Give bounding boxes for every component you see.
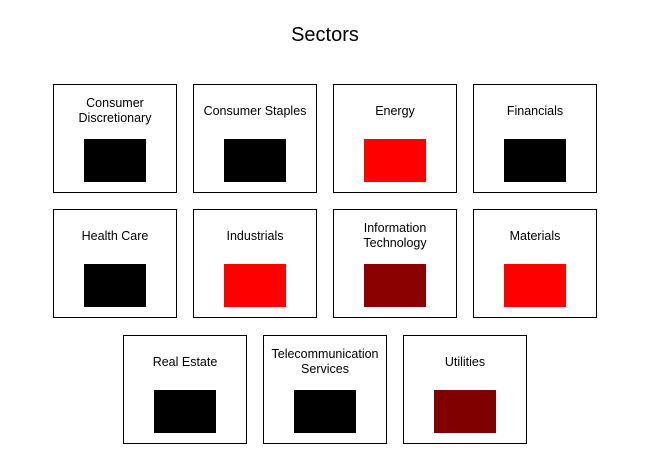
- sector-tile-health-care[interactable]: Health Care: [53, 209, 177, 318]
- sector-status-swatch: [504, 139, 566, 182]
- sector-status-swatch: [224, 264, 286, 307]
- sector-label: Consumer Staples: [203, 103, 307, 118]
- sector-tile-energy[interactable]: Energy: [333, 84, 457, 193]
- sector-label: Financials: [506, 103, 564, 118]
- sector-status-swatch: [364, 139, 426, 182]
- sector-status-swatch: [84, 264, 146, 307]
- sector-label: Information Technology: [363, 221, 427, 250]
- sector-tile-consumer-discretionary[interactable]: Consumer Discretionary: [53, 84, 177, 193]
- page-title: Sectors: [291, 24, 359, 46]
- sector-tile-materials[interactable]: Materials: [473, 209, 597, 318]
- sector-label: Utilities: [444, 354, 486, 369]
- sector-status-swatch: [84, 139, 146, 182]
- sector-tile-financials[interactable]: Financials: [473, 84, 597, 193]
- sector-status-swatch: [504, 264, 566, 307]
- sector-row: Health Care Industrials Information Tech…: [0, 209, 650, 318]
- sector-tile-consumer-staples[interactable]: Consumer Staples: [193, 84, 317, 193]
- sector-label: Real Estate: [152, 354, 218, 369]
- sector-tile-information-technology[interactable]: Information Technology: [333, 209, 457, 318]
- sector-tile-telecommunication-services[interactable]: Telecommunication Services: [263, 335, 387, 444]
- sector-label: Industrials: [226, 228, 284, 243]
- sector-status-swatch: [434, 390, 496, 433]
- sector-tile-real-estate[interactable]: Real Estate: [123, 335, 247, 444]
- sector-label: Telecommunication Services: [271, 347, 379, 376]
- sector-label: Materials: [509, 228, 561, 243]
- sector-label: Energy: [375, 103, 415, 118]
- sector-status-swatch: [364, 264, 426, 307]
- sector-status-swatch: [154, 390, 216, 433]
- sector-tile-industrials[interactable]: Industrials: [193, 209, 317, 318]
- sector-row: Real Estate Telecommunication Services U…: [0, 335, 650, 444]
- sector-tile-utilities[interactable]: Utilities: [403, 335, 527, 444]
- sector-status-swatch: [224, 139, 286, 182]
- sector-label: Consumer Discretionary: [78, 96, 152, 125]
- sector-status-swatch: [294, 390, 356, 433]
- sector-label: Health Care: [81, 228, 149, 243]
- sector-row: Consumer Discretionary Consumer Staples …: [0, 84, 650, 193]
